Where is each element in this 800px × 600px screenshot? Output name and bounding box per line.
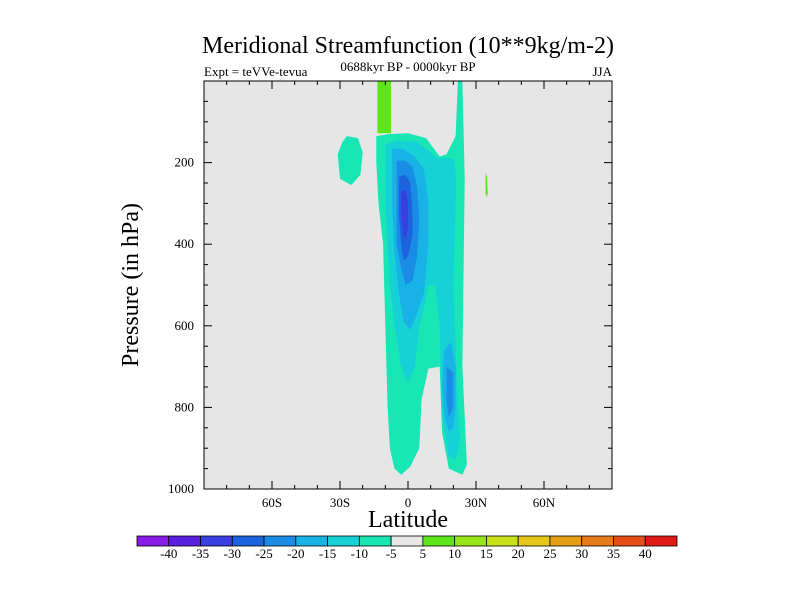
colorbar: -40 -35 -30 -25 -20 -15 -10 -5 5 10 15 20 25 30 35 40 — [136, 535, 678, 561]
x-tick-label: 30S — [330, 495, 350, 510]
colorbar-label: 30 — [575, 546, 588, 561]
colorbar-label: -25 — [255, 546, 272, 561]
contour-region-10 — [485, 172, 488, 198]
colorbar-box — [358, 535, 392, 547]
chart-subtitle: 0688kyr BP - 0000kyr BP — [340, 59, 475, 74]
colorbar-label: -35 — [192, 546, 209, 561]
colorbar-box — [581, 535, 614, 547]
y-axis-label: Pressure (in hPa) — [118, 203, 144, 367]
y-tick-label: 200 — [175, 155, 195, 170]
colorbar-label: 10 — [448, 546, 461, 561]
colorbar-box — [454, 535, 487, 547]
colorbar-box — [327, 535, 360, 547]
experiment-label: Expt = teVVe-tevua — [204, 64, 308, 79]
colorbar-box — [486, 535, 519, 547]
y-tick-label: 600 — [175, 318, 195, 333]
y-tick-label: 1000 — [168, 481, 194, 496]
y-tick-label: 400 — [175, 236, 195, 251]
axes: 60S 30S 0 30N 60N 200 400 600 800 1000 — [168, 81, 612, 510]
colorbar-label: -30 — [224, 546, 241, 561]
x-axis-label: Latitude — [368, 507, 448, 533]
colorbar-box — [136, 535, 170, 547]
x-tick-label: 60S — [262, 495, 282, 510]
colorbar-label: 25 — [543, 546, 556, 561]
colorbar-label: -5 — [386, 546, 397, 561]
colorbar-box — [390, 535, 424, 547]
chart-title: Meridional Streamfunction (10**9kg/m-2) — [202, 33, 614, 59]
colorbar-box — [263, 535, 297, 547]
colorbar-box — [613, 535, 646, 547]
x-tick-label: 0 — [405, 495, 412, 510]
contour-region-8 — [401, 190, 408, 239]
colorbar-box — [422, 535, 456, 547]
colorbar-label: -20 — [287, 546, 304, 561]
colorbar-label: 40 — [639, 546, 652, 561]
colorbar-label: -10 — [351, 546, 368, 561]
colorbar-box — [549, 535, 583, 547]
contour-regions — [337, 81, 488, 475]
colorbar-label: -40 — [160, 546, 177, 561]
x-tick-label: 60N — [533, 495, 556, 510]
colorbar-label: 15 — [480, 546, 493, 561]
contour-region-9 — [377, 81, 391, 134]
colorbar-label: 35 — [607, 546, 620, 561]
colorbar-box — [168, 535, 201, 547]
contour-region-0 — [337, 136, 363, 185]
colorbar-label: 20 — [512, 546, 525, 561]
colorbar-box — [200, 535, 233, 547]
y-tick-label: 800 — [175, 399, 195, 414]
x-tick-label: 30N — [465, 495, 488, 510]
colorbar-label: -15 — [319, 546, 336, 561]
colorbar-box — [231, 535, 265, 547]
colorbar-label: 5 — [420, 546, 427, 561]
contour-region-6 — [446, 366, 454, 418]
colorbar-box — [517, 535, 551, 547]
colorbar-box — [295, 535, 328, 547]
season-label: JJA — [592, 64, 612, 79]
colorbar-box — [644, 535, 678, 547]
